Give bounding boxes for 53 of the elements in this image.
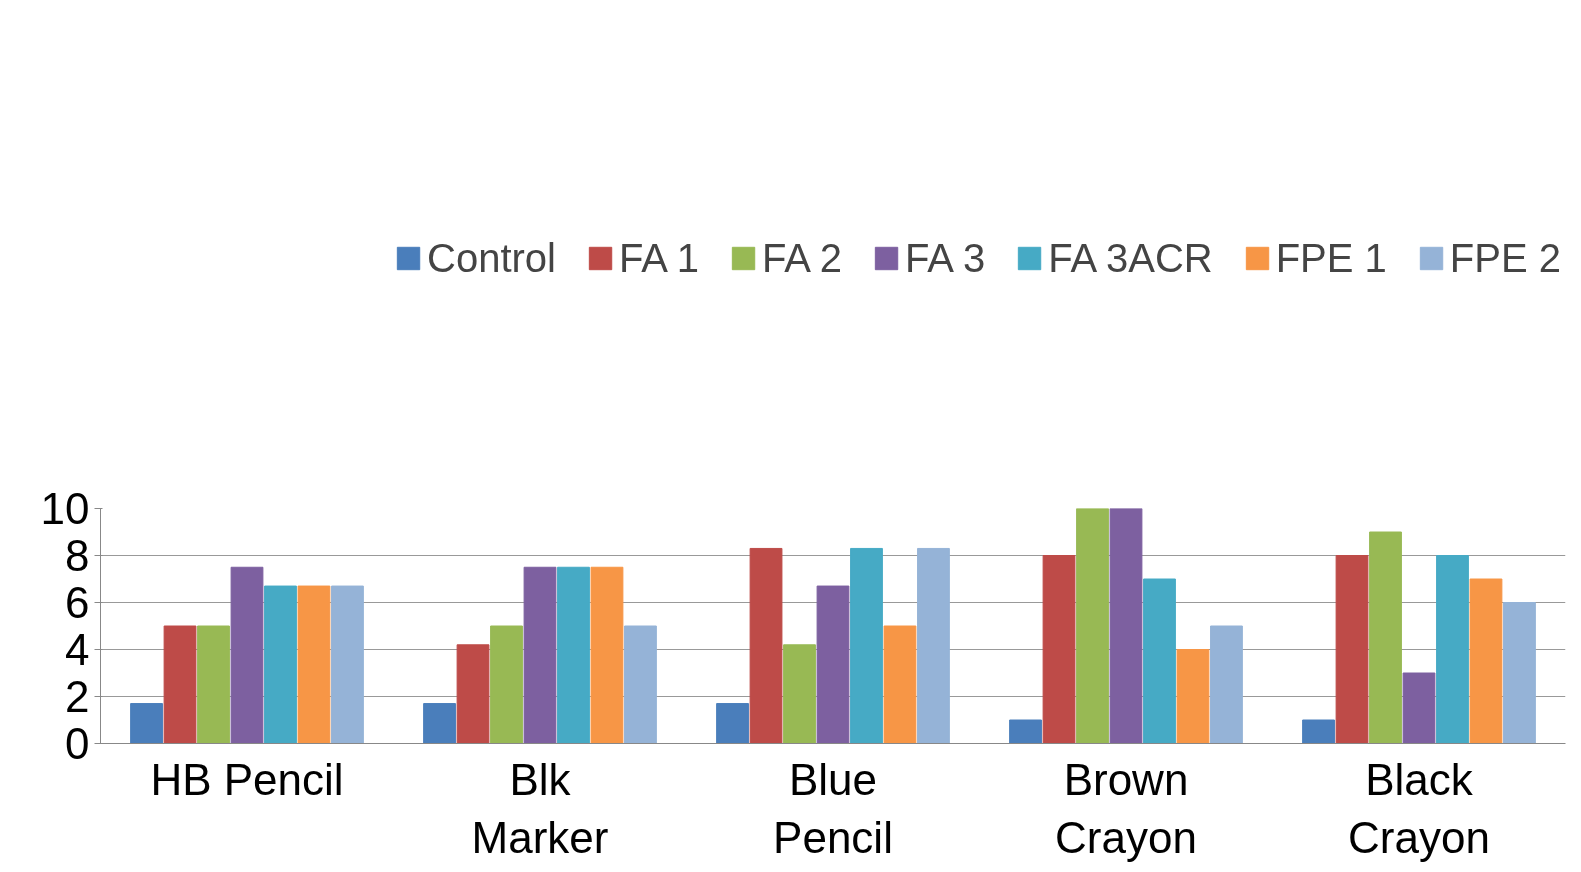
bar [1436,555,1469,744]
bar [297,585,331,744]
bar [197,625,230,744]
bar [716,703,749,744]
bar [783,644,816,744]
bar [749,547,783,744]
bar [1109,508,1143,744]
bar [1143,578,1176,744]
bar [1210,625,1243,744]
bar [590,566,624,744]
bar [1402,672,1436,744]
bar [850,547,883,744]
bar [230,566,264,744]
bar [331,585,364,744]
legend-label: FA 2 [762,235,843,281]
legend-label: FA 3ACR [1048,235,1213,281]
bar [816,585,850,744]
legend-label: FPE 2 [1449,235,1561,281]
bar [1369,531,1402,744]
y-tick-label: 2 [65,672,90,721]
bar [883,625,917,744]
bar [557,566,590,744]
x-tick-label: Blk Marker [471,754,609,863]
legend-label: FPE 1 [1275,235,1387,281]
bar [624,625,657,744]
x-tick-label: Blue Pencil [773,754,893,863]
bar [917,547,950,744]
bar [163,625,197,744]
x-tick-label: HB Pencil [150,754,344,804]
legend-label: FA 1 [618,235,700,281]
legend-label: Control [427,235,556,281]
bar [264,585,297,744]
x-tick-label: Black Crayon [1348,754,1490,863]
y-tick-label: 10 [40,484,90,533]
bar [456,644,490,744]
bar [1042,555,1076,744]
legend-label: FA 3 [905,235,986,281]
y-tick-label: 6 [65,578,90,627]
bar [1335,555,1369,744]
x-tick-label: Brown Crayon [1055,754,1197,863]
bar [1302,719,1335,744]
bar [1076,508,1109,744]
bar [1176,649,1210,744]
y-tick-label: 4 [65,625,90,674]
bar [1503,602,1536,744]
bar [1009,719,1042,744]
bar [423,703,456,744]
bar [130,703,163,744]
bar [490,625,523,744]
y-tick-label: 8 [65,531,90,580]
y-tick-label: 0 [65,719,90,768]
bar [523,566,557,744]
bar [1469,578,1503,744]
